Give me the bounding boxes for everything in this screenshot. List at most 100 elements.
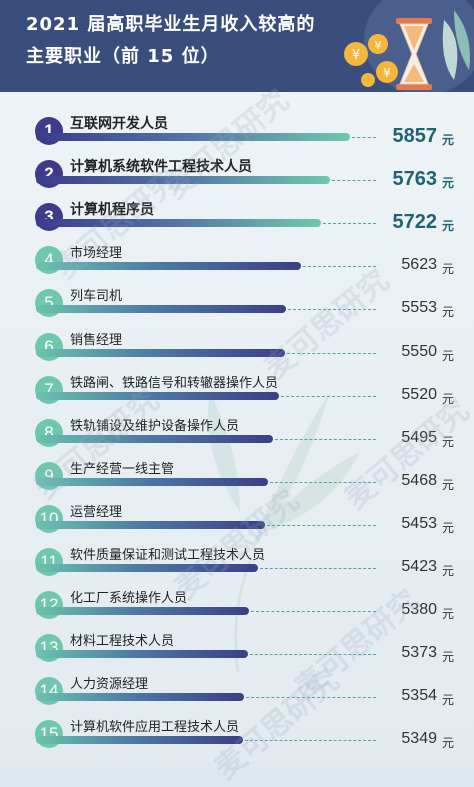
leader-line [352, 137, 376, 138]
currency-unit: 元 [441, 693, 454, 708]
chart-row: 11 软件质量保证和测试工程技术人员 5423 元 [0, 541, 474, 585]
currency-unit: 元 [441, 477, 454, 492]
leaf-decoration [208, 392, 360, 673]
income-value: 5763 [392, 168, 438, 191]
income-value: 5380 [401, 601, 437, 619]
page-title-line1: 2021 届高职毕业生月收入较高的 [26, 14, 316, 35]
income-value: 5468 [401, 471, 437, 489]
leader-line [323, 223, 376, 225]
value-bar [36, 434, 274, 443]
chart-row: 15 计算机软件应用工程技术人员 5349 元 [0, 713, 474, 757]
value-bar [36, 520, 265, 529]
chart-row: 14 人力资源经理 5354 元 [0, 670, 474, 714]
currency-unit: 元 [441, 564, 454, 578]
page-title-line2: 主要职业（前 15 位） [26, 46, 220, 67]
occupation-label: 计算机系统软件工程技术人员 [70, 159, 252, 176]
occupation-label: 人力资源经理 [70, 677, 149, 693]
income-value: 5453 [401, 514, 437, 532]
occupation-label: 化工厂系统操作人员 [70, 591, 188, 607]
leader-line [332, 180, 376, 182]
occupation-label: 铁轨铺设及维护设备操作人员 [70, 418, 240, 434]
occupation-label: 生产经营一线主管 [70, 461, 175, 477]
income-value: 5349 [401, 730, 437, 748]
rank-badge: 4 [35, 246, 63, 275]
leader-line [275, 438, 376, 440]
value-bar [36, 348, 286, 357]
value-bar [36, 650, 248, 659]
leader-line [260, 568, 376, 569]
currency-unit: 元 [441, 305, 454, 320]
currency-unit: 元 [441, 736, 454, 751]
value-bar [36, 477, 268, 486]
leader-line [245, 697, 376, 699]
value-bar [36, 564, 259, 572]
svg-text:¥: ¥ [352, 48, 360, 63]
income-value: 5550 [401, 342, 437, 360]
chart-row: 13 材料工程技术人员 5373 元 [0, 627, 474, 671]
income-value: 5495 [401, 428, 437, 446]
income-value: 5373 [401, 644, 437, 662]
chart-row: 4 市场经理 5623 元 [0, 239, 474, 283]
occupation-label: 市场经理 [70, 246, 123, 262]
value-bar [36, 219, 322, 228]
chart-row: 7 铁路闸、铁路信号和转辙器操作人员 5520 元 [0, 369, 474, 413]
currency-unit: 元 [441, 348, 454, 363]
chart-row: 3 计算机程序员 5722 元 [0, 196, 474, 240]
rank-badge: 14 [35, 677, 63, 706]
leader-line [266, 524, 376, 526]
currency-unit: 元 [441, 607, 454, 622]
occupation-label: 销售经理 [70, 332, 123, 348]
currency-unit: 元 [441, 262, 454, 277]
income-value: 5857 [392, 125, 438, 147]
leader-line [287, 309, 376, 311]
value-bar [36, 176, 331, 185]
occupation-label: 计算机软件应用工程技术人员 [70, 720, 240, 736]
occupation-label: 列车司机 [70, 289, 123, 305]
leader-line [251, 611, 376, 613]
occupation-label: 运营经理 [70, 504, 123, 520]
income-value: 5623 [401, 256, 437, 274]
svg-text:¥: ¥ [375, 39, 382, 52]
leader-line [287, 352, 376, 354]
income-value: 5722 [392, 211, 438, 234]
value-bar [36, 693, 244, 702]
value-bar [36, 736, 243, 745]
leader-line [244, 740, 376, 742]
header-banner: 2021 届高职毕业生月收入较高的 主要职业（前 15 位） ¥ ¥ ¥ [0, 0, 474, 92]
leader-line [269, 481, 376, 483]
income-value: 5520 [401, 385, 437, 403]
value-bar [36, 133, 350, 141]
occupation-label: 材料工程技术人员 [70, 634, 175, 650]
currency-unit: 元 [441, 219, 454, 234]
leader-line [249, 654, 376, 656]
chart-row: 1 互联网开发人员 5857 元 [0, 110, 474, 154]
currency-unit: 元 [441, 176, 454, 191]
leader-line [280, 395, 376, 397]
currency-unit: 元 [441, 650, 454, 665]
chart-row: 9 生产经营一线主管 5468 元 [0, 455, 474, 499]
value-bar [36, 305, 286, 314]
hourglass-coins-illustration: ¥ ¥ ¥ [344, 0, 474, 92]
occupation-label: 铁路闸、铁路信号和转辙器操作人员 [70, 375, 279, 391]
currency-unit: 元 [441, 391, 454, 406]
svg-text:¥: ¥ [383, 66, 391, 80]
chart-row: 2 计算机系统软件工程技术人员 5763 元 [0, 153, 474, 197]
chart-row: 12 化工厂系统操作人员 5380 元 [0, 584, 474, 628]
occupation-label: 计算机程序员 [70, 202, 154, 219]
rank-badge: 15 [35, 720, 63, 749]
income-value: 5423 [401, 558, 437, 575]
leader-line [302, 266, 376, 268]
value-bar [36, 391, 279, 400]
chart-row: 8 铁轨铺设及维护设备操作人员 5495 元 [0, 412, 474, 456]
income-value: 5553 [401, 299, 437, 317]
chart-panel [0, 92, 474, 761]
currency-unit: 元 [441, 520, 454, 535]
occupation-label: 互联网开发人员 [70, 116, 168, 132]
value-bar [36, 607, 250, 616]
chart-row: 5 列车司机 5553 元 [0, 282, 474, 326]
value-bar [36, 262, 301, 271]
occupation-label: 软件质量保证和测试工程技术人员 [70, 548, 266, 563]
currency-unit: 元 [441, 434, 454, 449]
income-value: 5354 [401, 687, 437, 705]
rank-badge: 5 [35, 289, 63, 318]
